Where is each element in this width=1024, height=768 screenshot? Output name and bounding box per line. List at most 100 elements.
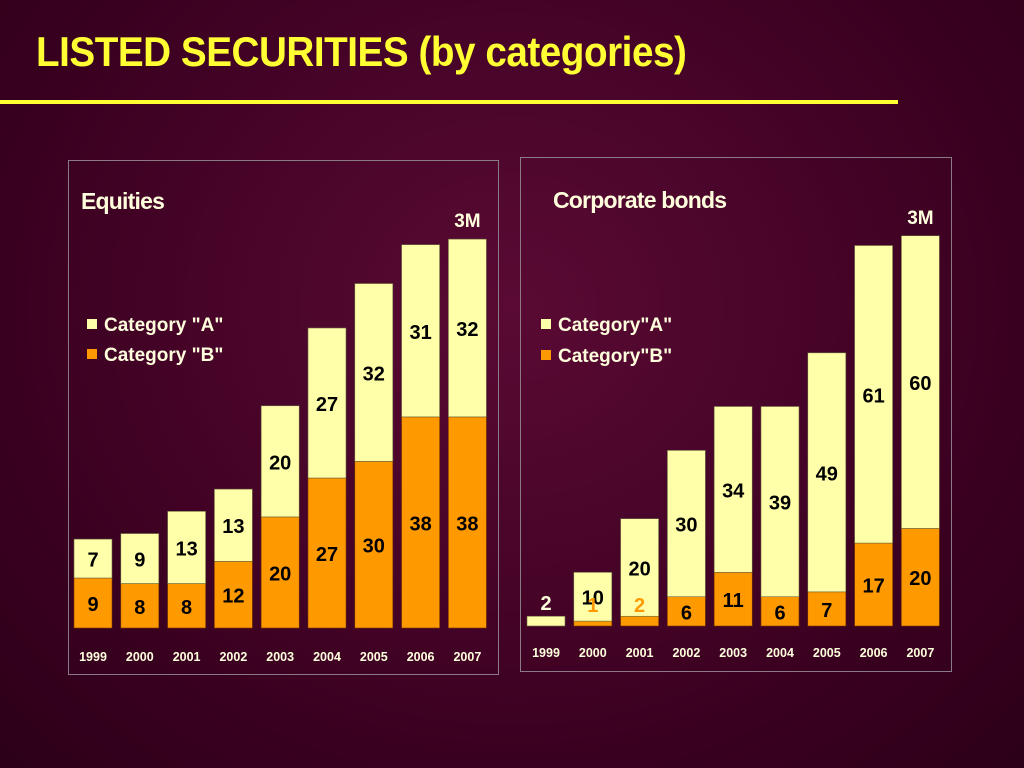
bonds-bar-2002-category-b bbox=[667, 596, 706, 627]
bonds-value-2001-category-b: 2 bbox=[634, 595, 645, 617]
equities-value-2003-category-b: 20 bbox=[269, 563, 291, 585]
bonds-bar-2007-category-b bbox=[901, 528, 940, 627]
equities-value-2000-category-a: 9 bbox=[134, 550, 145, 572]
equities-value-2005-category-b: 30 bbox=[363, 536, 385, 558]
equities-value-1999-category-b: 9 bbox=[87, 594, 98, 616]
equities-chart: Equities Category "A" Category "B" 7 9 1999 9 8… bbox=[73, 188, 487, 664]
bonds-x-tick-2007: 2007 bbox=[906, 646, 934, 660]
bonds-legend-category-a-swatch bbox=[541, 319, 551, 329]
equities-bar-2006-category-b bbox=[401, 416, 440, 629]
equities-value-2001-category-a: 13 bbox=[175, 538, 197, 560]
equities-value-2007-category-a: 32 bbox=[456, 319, 478, 341]
bonds-bar-2000-category-a bbox=[573, 572, 613, 622]
equities-bar-1999-category-b bbox=[73, 577, 113, 629]
bonds-annotation-2007: 3M bbox=[907, 208, 933, 229]
bonds-bar-1999-category-a bbox=[526, 615, 566, 627]
equities-legend-category-b-label: Category "B" bbox=[104, 345, 223, 366]
bonds-value-2005-category-b: 7 bbox=[821, 600, 832, 622]
bonds-value-2004-category-a: 39 bbox=[769, 493, 791, 515]
equities-value-2001-category-b: 8 bbox=[181, 597, 192, 619]
equities-x-tick-2007: 2007 bbox=[453, 650, 481, 664]
equities-value-2006-category-a: 31 bbox=[409, 322, 431, 344]
equities-value-2004-category-a: 27 bbox=[316, 394, 338, 416]
bonds-value-2001-category-a: 20 bbox=[628, 558, 650, 580]
bonds-bar-2005-category-b bbox=[807, 591, 847, 627]
equities-x-tick-2003: 2003 bbox=[266, 650, 294, 664]
bonds-x-tick-1999: 1999 bbox=[532, 646, 560, 660]
equities-chart-panel: Equities Category "A" Category "B" 7 9 1999 9 8… bbox=[68, 160, 499, 675]
equities-bar-2004-category-b bbox=[307, 477, 347, 629]
bonds-value-2004-category-b: 6 bbox=[774, 602, 785, 624]
bonds-bar-2007-category-a bbox=[901, 235, 940, 529]
equities-bar-2001-category-b bbox=[167, 583, 206, 629]
bonds-value-2002-category-a: 30 bbox=[675, 515, 697, 537]
equities-value-2002-category-a: 13 bbox=[222, 516, 244, 538]
bonds-value-2006-category-b: 17 bbox=[862, 576, 884, 598]
equities-bar-2000-category-a bbox=[120, 533, 160, 584]
equities-value-2007-category-b: 38 bbox=[456, 513, 478, 535]
bonds-bar-2004-category-a bbox=[760, 406, 800, 598]
bonds-bar-2002-category-a bbox=[667, 450, 706, 598]
title-divider bbox=[0, 100, 898, 104]
bonds-legend-category-a-label: Category"A" bbox=[558, 315, 672, 336]
equities-bar-2003-category-b bbox=[260, 516, 300, 629]
bonds-value-2006-category-a: 61 bbox=[862, 385, 884, 407]
equities-value-2003-category-a: 20 bbox=[269, 452, 291, 474]
equities-value-2002-category-b: 12 bbox=[222, 586, 244, 608]
equities-legend-category-a-swatch bbox=[87, 319, 97, 329]
page-title: LISTED SECURITIES (by categories) bbox=[36, 28, 687, 75]
bonds-x-tick-2000: 2000 bbox=[579, 646, 607, 660]
equities-x-tick-2005: 2005 bbox=[360, 650, 388, 664]
bonds-bar-2001-category-b bbox=[620, 615, 659, 627]
equities-value-2000-category-b: 8 bbox=[134, 597, 145, 619]
bonds-value-2005-category-a: 49 bbox=[816, 463, 838, 485]
equities-x-tick-2002: 2002 bbox=[219, 650, 247, 664]
equities-value-2005-category-a: 32 bbox=[363, 363, 385, 385]
bonds-bar-2003-category-b bbox=[713, 572, 753, 627]
equities-bar-2002-category-b bbox=[214, 561, 253, 629]
bonds-x-tick-2001: 2001 bbox=[626, 646, 654, 660]
equities-chart-title: Equities bbox=[81, 188, 164, 214]
equities-x-tick-2004: 2004 bbox=[313, 650, 341, 664]
bonds-value-2000-category-b: 1 bbox=[587, 595, 598, 617]
bonds-legend-category-b-swatch bbox=[541, 350, 551, 360]
bonds-value-2000-category-a: 10 bbox=[582, 588, 604, 610]
corporate-bonds-chart-panel: Corporate bonds Category"A" Category"B" 2 19… bbox=[520, 157, 952, 672]
equities-x-tick-2001: 2001 bbox=[173, 650, 201, 664]
bonds-bar-2006-category-b bbox=[854, 542, 893, 627]
equities-value-2004-category-b: 27 bbox=[316, 544, 338, 566]
bonds-value-2007-category-a: 60 bbox=[909, 373, 931, 395]
bonds-x-tick-2004: 2004 bbox=[766, 646, 794, 660]
equities-bar-2007-category-b bbox=[448, 416, 487, 629]
bonds-bar-2006-category-a bbox=[854, 245, 893, 544]
equities-bar-2005-category-a bbox=[354, 283, 394, 462]
equities-x-tick-2006: 2006 bbox=[407, 650, 435, 664]
bonds-x-tick-2006: 2006 bbox=[860, 646, 888, 660]
bonds-value-1999-category-a: 2 bbox=[540, 593, 551, 615]
equities-legend-category-b-swatch bbox=[87, 349, 97, 359]
equities-bar-2006-category-a bbox=[401, 244, 440, 418]
equities-x-tick-2000: 2000 bbox=[126, 650, 154, 664]
equities-x-tick-1999: 1999 bbox=[79, 650, 107, 664]
bonds-bar-2003-category-a bbox=[713, 406, 753, 573]
equities-bar-2007-category-a bbox=[448, 238, 487, 418]
bonds-chart-title: Corporate bonds bbox=[553, 187, 726, 213]
equities-bar-2004-category-a bbox=[307, 327, 347, 479]
equities-annotation-2007: 3M bbox=[454, 211, 480, 232]
equities-bar-2002-category-a bbox=[214, 488, 253, 562]
bonds-value-2003-category-b: 11 bbox=[723, 590, 744, 612]
equities-value-1999-category-a: 7 bbox=[87, 550, 98, 572]
bonds-value-2003-category-a: 34 bbox=[722, 480, 745, 502]
equities-bar-2001-category-a bbox=[167, 511, 206, 584]
bonds-value-2007-category-b: 20 bbox=[909, 568, 931, 590]
bonds-x-tick-2002: 2002 bbox=[672, 646, 700, 660]
bonds-value-2002-category-b: 6 bbox=[681, 602, 692, 624]
bonds-x-tick-2005: 2005 bbox=[813, 646, 841, 660]
equities-legend-category-a-label: Category "A" bbox=[104, 315, 223, 336]
bonds-legend-category-b-label: Category"B" bbox=[558, 346, 672, 367]
equities-bar-2005-category-b bbox=[354, 461, 394, 629]
bonds-x-tick-2003: 2003 bbox=[719, 646, 747, 660]
equities-bar-2003-category-a bbox=[260, 405, 300, 518]
equities-value-2006-category-b: 38 bbox=[409, 513, 431, 535]
bonds-bar-2001-category-a bbox=[620, 518, 659, 617]
